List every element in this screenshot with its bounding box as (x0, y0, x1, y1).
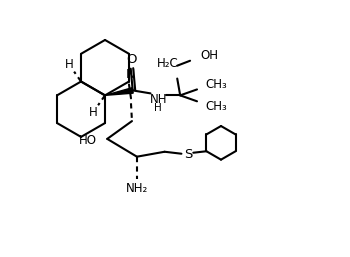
Text: NH: NH (150, 93, 167, 106)
Text: H₂C: H₂C (156, 57, 178, 70)
Text: H: H (89, 106, 98, 119)
Text: HO: HO (78, 134, 97, 147)
Text: S: S (184, 148, 192, 161)
Polygon shape (105, 88, 133, 95)
Text: NH₂: NH₂ (126, 182, 148, 195)
Text: H: H (65, 58, 74, 71)
Text: CH₃: CH₃ (205, 78, 227, 91)
Text: CH₃: CH₃ (205, 100, 227, 113)
Text: O: O (126, 53, 137, 66)
Text: N: N (125, 68, 135, 81)
Text: OH: OH (200, 49, 218, 62)
Text: H: H (154, 103, 161, 113)
